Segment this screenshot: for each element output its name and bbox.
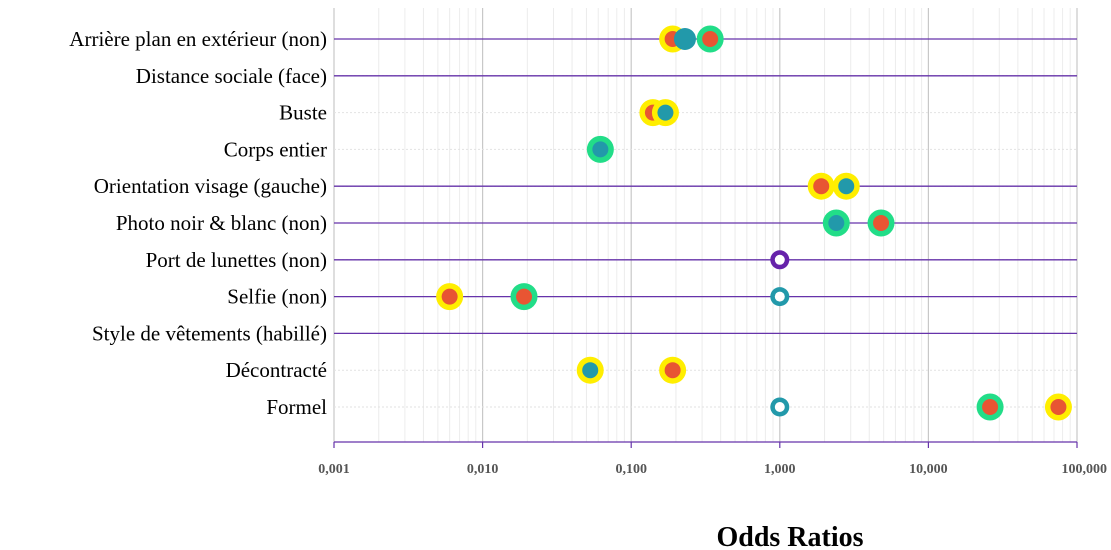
data-point (436, 283, 464, 311)
data-point (659, 356, 687, 384)
data-point (807, 172, 835, 200)
category-label: Selfie (non) (227, 285, 327, 309)
data-point (673, 28, 696, 50)
data-point (867, 209, 895, 237)
category-label: Style de vêtements (habillé) (92, 321, 327, 345)
category-label: Distance sociale (face) (136, 64, 327, 88)
data-points (436, 25, 1072, 421)
data-point (822, 209, 850, 237)
category-labels: Arrière plan en extérieur (non) Distance … (69, 27, 327, 419)
category-label: Orientation visage (gauche) (94, 174, 327, 198)
category-label: Formel (266, 395, 327, 419)
category-label: Corps entier (224, 137, 327, 161)
x-tick-label: 0,100 (615, 462, 647, 477)
category-label: Port de lunettes (non) (146, 248, 327, 272)
data-point (651, 99, 679, 127)
data-point (976, 393, 1004, 421)
x-axis-ticks: 0,001 0,010 0,100 1,000 10,000 100,000 (318, 441, 1108, 477)
data-point (770, 250, 790, 270)
category-label: Arrière plan en extérieur (non) (69, 27, 327, 51)
x-tick-label: 100,000 (1062, 462, 1108, 477)
category-label: Photo noir & blanc (non) (116, 211, 327, 235)
data-point (832, 172, 860, 200)
category-label: Décontracté (226, 358, 327, 382)
data-point (1044, 393, 1072, 421)
x-tick-label: 0,010 (467, 462, 499, 477)
data-point (696, 25, 724, 53)
category-label: Buste (279, 101, 327, 125)
data-point (576, 356, 604, 384)
x-tick-label: 0,001 (318, 462, 350, 477)
grid (333, 8, 1078, 442)
data-point (586, 135, 614, 163)
data-point (770, 397, 790, 417)
data-point (770, 287, 790, 307)
x-axis-title: Odds Ratios (716, 522, 863, 550)
data-point (510, 283, 538, 311)
x-tick-label: 10,000 (909, 462, 948, 477)
x-tick-label: 1,000 (764, 462, 796, 477)
